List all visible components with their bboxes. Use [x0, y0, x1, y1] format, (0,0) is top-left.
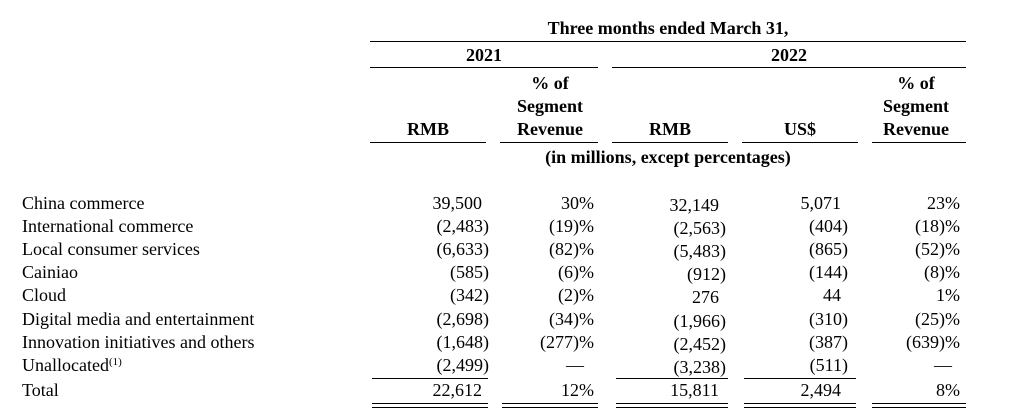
cell-usd2022: 44 — [823, 285, 841, 305]
cell-pct2021: (2)% — [558, 285, 594, 305]
total-double-rule-rmb2021 — [372, 403, 488, 408]
rmb-2022-heading: RMB — [649, 119, 691, 139]
cell-pct2022: 1% — [936, 285, 960, 305]
cell-pct2022: — — [934, 355, 952, 375]
row-label-cloud: Cloud — [22, 285, 67, 305]
subtotal-rule-rmb2021 — [372, 378, 488, 379]
cell-pct2022: (52)% — [915, 239, 960, 259]
cell-usd2022: (511) — [809, 355, 848, 375]
cell-pct2021: (19)% — [549, 216, 594, 236]
rmb-2021-rule — [370, 142, 486, 143]
cell-rmb2021: (2,483) — [436, 216, 490, 236]
cell-rmb2022: (5,483) — [673, 241, 727, 261]
cell-usd2022: 5,071 — [800, 193, 842, 213]
cell-rmb2021-total: 22,612 — [432, 380, 483, 400]
rmb-2022-rule — [612, 142, 728, 143]
pct-2021-rule — [500, 142, 598, 143]
cell-rmb2022: 32,149 — [669, 195, 720, 215]
total-double-rule-rmb2022 — [616, 403, 728, 408]
row-label-total: Total — [22, 380, 59, 400]
total-double-rule-pct2021 — [502, 403, 598, 408]
cell-rmb2022: (3,238) — [673, 357, 727, 377]
usd-2022-heading: US$ — [783, 119, 816, 139]
year-2022-rule — [612, 67, 966, 68]
period-rule — [370, 41, 966, 42]
cell-pct2022: 23% — [927, 193, 960, 213]
cell-rmb2021: (6,633) — [436, 239, 490, 259]
cell-rmb2021: (342) — [450, 285, 489, 305]
unallocated-label-text: Unallocated — [22, 355, 109, 375]
cell-pct2021: (82)% — [549, 239, 594, 259]
cell-rmb2022: (1,966) — [673, 311, 727, 331]
cell-usd2022: (865) — [809, 239, 848, 259]
row-label-local-consumer-services: Local consumer services — [22, 239, 200, 259]
cell-rmb2021: (2,499) — [436, 355, 490, 375]
row-label-digital-media: Digital media and entertainment — [22, 309, 255, 329]
cell-rmb2022: (912) — [687, 264, 726, 284]
total-double-rule-pct2022 — [872, 403, 966, 408]
cell-pct2021: — — [566, 355, 584, 375]
cell-pct2022: (639)% — [906, 332, 960, 352]
cell-rmb2022-total: 15,811 — [670, 380, 719, 400]
cell-pct2022: (18)% — [915, 216, 960, 236]
subtotal-rule-usd2022 — [744, 378, 856, 379]
cell-rmb2021: (585) — [450, 262, 489, 282]
cell-rmb2022: (2,563) — [673, 218, 727, 238]
year-2021-heading: 2021 — [466, 45, 502, 65]
cell-pct2022: (25)% — [915, 309, 960, 329]
cell-usd2022: (404) — [809, 216, 848, 236]
row-label-international-commerce: International commerce — [22, 216, 194, 236]
cell-rmb2022: 276 — [692, 287, 719, 307]
cell-pct2021: (34)% — [549, 309, 594, 329]
pct-2021-heading-line1: % of — [531, 73, 569, 93]
cell-rmb2021: (1,648) — [436, 332, 490, 352]
cell-rmb2021: (2,698) — [436, 309, 490, 329]
footnote-marker: (1) — [108, 356, 122, 368]
pct-2021-heading-line3: Revenue — [517, 119, 583, 139]
cell-pct2021: 30% — [561, 193, 594, 213]
row-label-innovation-initiatives: Innovation initiatives and others — [22, 332, 255, 352]
usd-2022-rule — [742, 142, 858, 143]
year-2022-heading: 2022 — [771, 45, 807, 65]
cell-usd2022-total: 2,494 — [800, 380, 842, 400]
cell-pct2021: (277)% — [540, 332, 594, 352]
pct-2022-heading-line2: Segment — [883, 96, 949, 116]
cell-pct2021: (6)% — [558, 262, 594, 282]
subtotal-rule-rmb2022 — [616, 378, 728, 379]
row-label-cainiao: Cainiao — [22, 262, 78, 282]
cell-usd2022: (144) — [809, 262, 848, 282]
cell-usd2022: (387) — [809, 332, 848, 352]
row-label-unallocated: Unallocated(1) — [22, 354, 122, 377]
row-label-china-commerce: China commerce — [22, 193, 145, 213]
total-double-rule-usd2022 — [744, 403, 856, 408]
pct-2022-heading-line3: Revenue — [883, 119, 949, 139]
cell-rmb2021: 39,500 — [432, 193, 483, 213]
cell-usd2022: (310) — [809, 309, 848, 329]
pct-2022-rule — [872, 142, 966, 143]
cell-pct2022: (8)% — [924, 262, 960, 282]
cell-pct2022-total: 8% — [936, 380, 960, 400]
cell-rmb2022: (2,452) — [673, 334, 727, 354]
cell-pct2021-total: 12% — [561, 380, 594, 400]
rmb-2021-heading: RMB — [407, 119, 449, 139]
year-2021-rule — [370, 67, 598, 68]
pct-2022-heading-line1: % of — [897, 73, 935, 93]
period-heading: Three months ended March 31, — [547, 18, 789, 38]
pct-2021-heading-line2: Segment — [517, 96, 583, 116]
units-note: (in millions, except percentages) — [545, 147, 791, 167]
